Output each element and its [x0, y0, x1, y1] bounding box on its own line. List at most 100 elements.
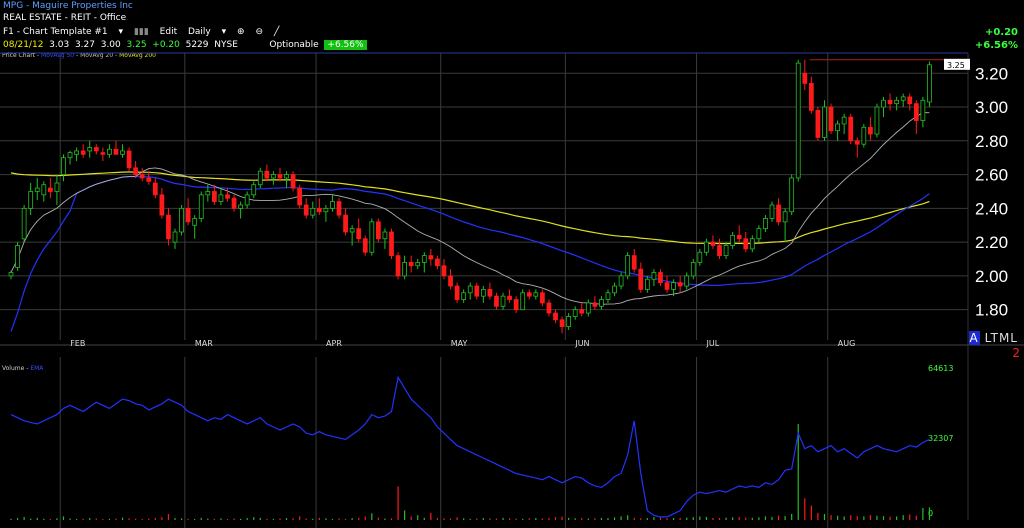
draw-tool-icon[interactable]: ╱: [273, 27, 280, 37]
candle-body: [664, 282, 670, 290]
candle-body: [356, 228, 362, 240]
candle-body: [658, 272, 663, 284]
period-label: Daily: [187, 27, 211, 37]
month-label: AUG: [838, 339, 856, 348]
candle-body: [441, 265, 447, 277]
candle-body: [139, 174, 145, 179]
template-dropdown[interactable]: F1 - Chart Template #1 ▾: [3, 27, 124, 37]
candle-body: [795, 62, 801, 179]
sector-line[interactable]: REAL ESTATE - REIT - Office: [3, 13, 127, 23]
brand-logo: A LTML: [968, 331, 1018, 345]
candle-body: [251, 184, 257, 196]
candle-body: [212, 191, 217, 202]
edit-button[interactable]: Edit: [159, 27, 178, 37]
bar-chart-icon[interactable]: ▮▮▮: [133, 27, 149, 37]
candle-body: [421, 255, 427, 263]
candle-body: [47, 187, 53, 192]
candle-body: [172, 231, 178, 243]
candle-body: [257, 170, 263, 186]
ma50-line: [10, 175, 930, 332]
ma200-line: [10, 171, 930, 245]
candle-body: [756, 228, 762, 240]
candle-body: [343, 214, 348, 233]
candle-body: [526, 292, 532, 297]
month-label: MAY: [451, 339, 468, 348]
candle-body: [566, 316, 571, 327]
candle-body: [310, 207, 316, 216]
zoom-out-icon[interactable]: ⊖: [255, 27, 263, 37]
candle-body: [848, 116, 854, 142]
candle-body: [461, 292, 467, 300]
candle-body: [467, 285, 473, 294]
candle-body: [34, 187, 40, 192]
candle-body: [723, 245, 729, 257]
candle-body: [271, 174, 276, 179]
candle-body: [244, 194, 250, 206]
candle-body: [146, 177, 152, 182]
candle-body: [74, 150, 79, 155]
candle-body: [854, 140, 860, 145]
candle-body: [231, 197, 237, 209]
candle-body: [87, 147, 93, 152]
month-label: FEB: [70, 339, 85, 348]
candle-body: [618, 275, 624, 287]
zoom-in-icon[interactable]: ⊕: [237, 27, 245, 37]
legend-ma200: MovAvg 200: [119, 52, 156, 59]
candle-body: [769, 204, 775, 219]
candle-body: [290, 174, 296, 189]
legend-ma20: MovAvg 20: [80, 52, 114, 59]
symbol-title: MPG - Maguire Properties Inc: [3, 1, 133, 11]
candle-body: [323, 207, 329, 213]
candle-body: [284, 174, 289, 179]
quote-volume: 5229: [185, 40, 209, 50]
quote-date: 08/21/12: [3, 40, 44, 50]
brand-a: A: [968, 331, 980, 345]
y-tick-label: 2.40: [975, 199, 1008, 218]
candle-body: [474, 285, 480, 297]
candle-body: [585, 302, 591, 314]
legend-volume: Volume: [2, 365, 25, 372]
month-label: MAR: [195, 339, 213, 348]
month-label: JUN: [574, 339, 589, 348]
candle-body: [100, 152, 106, 155]
candle-body: [717, 245, 722, 257]
candle-body: [730, 234, 735, 246]
candle-body: [336, 201, 342, 216]
candle-body: [185, 207, 191, 223]
candle-body: [238, 204, 243, 209]
candle-body: [808, 82, 814, 111]
candle-body: [264, 170, 270, 179]
candle-body: [93, 147, 99, 152]
candle-body: [513, 299, 519, 311]
candle-body: [677, 282, 683, 287]
candle-body: [159, 194, 165, 216]
period-dropdown[interactable]: Daily ▾: [187, 27, 227, 37]
candle-body: [520, 292, 526, 311]
candle-body: [579, 309, 585, 314]
y-tick-label: 2.80: [975, 132, 1008, 151]
candle-body: [448, 275, 453, 287]
candle-body: [500, 295, 506, 307]
candle-body: [330, 201, 335, 209]
candle-body: [297, 187, 303, 206]
candle-body: [638, 268, 644, 290]
candle-body: [428, 255, 434, 260]
legend-vol-ema: EMA: [30, 365, 44, 372]
candle-body: [395, 255, 401, 277]
candle-body: [152, 182, 158, 196]
candle-body: [454, 285, 460, 300]
y-tick-label: 1.80: [975, 301, 1008, 320]
candle-body: [192, 218, 198, 226]
candle-body: [927, 64, 932, 103]
quote-close: 3.25: [126, 40, 147, 50]
candle-body: [736, 234, 742, 240]
candle-body: [907, 96, 913, 105]
candle-body: [697, 251, 703, 263]
legend-ma50: MovAvg 50: [41, 52, 75, 59]
candle-body: [487, 289, 493, 297]
candle-body: [80, 150, 86, 155]
quote-open: 3.03: [49, 40, 70, 50]
candle-body: [435, 258, 440, 267]
candle-body: [559, 319, 565, 327]
